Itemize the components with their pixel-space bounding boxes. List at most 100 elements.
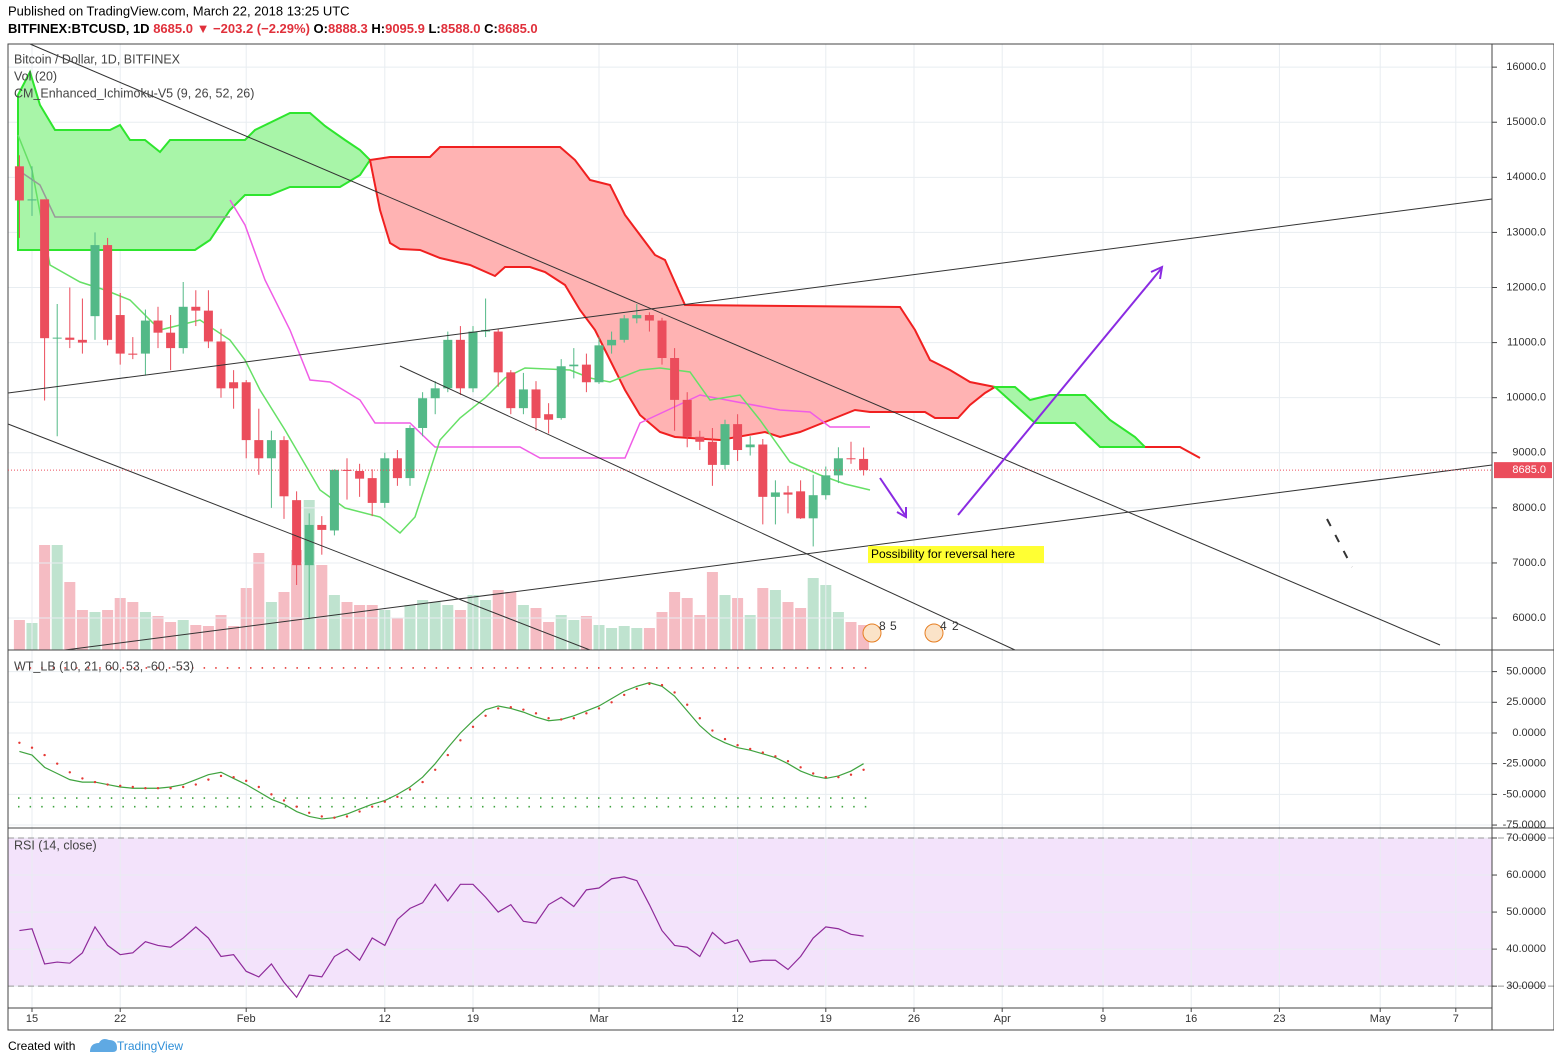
volume-bar [417,600,429,650]
series-line [19,682,864,820]
quote-line: BITFINEX:BTCUSD, 1D 8685.0 ▼ −203.2 (−2.… [8,21,538,36]
candle-body [682,399,692,437]
candle-body [569,364,579,367]
y-tick-label: 50.0000 [1506,906,1546,918]
x-tick-label: 19 [820,1013,832,1025]
x-tick-label: 19 [467,1013,479,1025]
y-tick-label: 8000.0 [1512,502,1546,514]
signal-dot [194,783,198,786]
volume-bar [568,620,580,650]
candle-body [392,458,402,479]
signal-dot [295,805,298,808]
signal-dot [93,780,97,784]
price: 8685.0 [153,21,193,36]
signal-dot [749,747,752,751]
signal-dot [635,687,639,690]
trendline [399,365,1016,651]
candle-body [581,364,591,383]
volume-bar [492,590,504,650]
annotation-bg [868,546,1044,563]
signal-dot [774,755,777,758]
candle-body [657,320,667,359]
volume-bar [845,622,857,650]
signal-dot [358,810,361,813]
signal-dot [257,785,261,789]
cloud-bull-2 [992,386,1148,448]
volume-bar [152,616,164,650]
x-tick-label: 26 [908,1013,920,1025]
y-tick-label: 30.0000 [1506,980,1546,992]
candle-body [758,444,768,497]
volume-bar [127,602,139,650]
volume-bar [328,595,340,650]
signal-dot [81,777,84,780]
x-tick-label: May [1370,1013,1391,1025]
candle-body [279,440,289,497]
y-tick-label: 10000.0 [1506,392,1546,404]
candle-body [254,440,264,459]
y-tick-label: 16000.0 [1506,61,1546,73]
candle-body [292,500,302,566]
y-tick-label: 11000.0 [1507,336,1546,348]
x-tick-label: Apr [994,1013,1011,1025]
l: 8588.0 [441,21,481,36]
candle-body [304,524,314,566]
signal-dot [446,753,450,757]
signal-dot [282,799,286,802]
y-tick-label: 15000.0 [1506,116,1546,128]
signal-dot [408,788,412,791]
event-label: 2 [952,619,959,633]
y-tick-label: 60.0000 [1506,869,1546,881]
x-tick-label: 12 [731,1013,743,1025]
signal-dot [509,706,513,709]
candle-body [695,436,705,442]
signal-dot [371,805,374,808]
arrow [879,477,906,516]
candle-body [506,372,516,409]
event-label: 5 [890,619,897,633]
volume-bar [656,612,668,650]
cloud-tail [1145,446,1201,459]
grid [8,44,1554,1008]
event-label: 8 [879,619,886,633]
candle-body [153,320,163,333]
candle-body [745,444,755,448]
y-tick-label: 0.0000 [1512,727,1546,739]
candle-body [103,245,113,340]
volume-bar [782,602,794,650]
signal-dot [786,760,790,763]
candle-body [178,306,188,349]
signal-dot [723,737,727,741]
candle-body [241,382,251,441]
series-line [19,876,864,999]
pane-title: RSI (14, close) [14,838,97,852]
h: 9095.9 [385,21,425,36]
cloud-bull [17,69,372,251]
candle-body [531,389,541,419]
candle-body [733,424,743,451]
signal-dot [711,729,714,732]
volume-bar [719,595,731,650]
volume-bar [89,612,101,650]
annotation: Possibility for reversal here [871,547,1015,561]
x-tick-label: 23 [1273,1013,1285,1025]
volume-bar [643,628,655,650]
volume-bar [442,605,454,650]
o: 8888.3 [328,21,368,36]
candle-body [670,358,680,400]
volume-bar [278,592,290,650]
event-icon [924,623,944,643]
volume-bar [391,618,403,650]
signal-dot [534,712,538,715]
candle-body [518,389,528,409]
candle-body [317,524,327,530]
o-label: O: [314,21,328,36]
candle-body [859,458,869,471]
candle-body [770,492,780,497]
trendline [7,423,591,651]
candle-body [846,458,856,460]
signal-dot [761,751,765,754]
cloud-bear [368,146,998,442]
volume-bar [366,605,378,650]
footer-created: Created with [8,1039,75,1053]
